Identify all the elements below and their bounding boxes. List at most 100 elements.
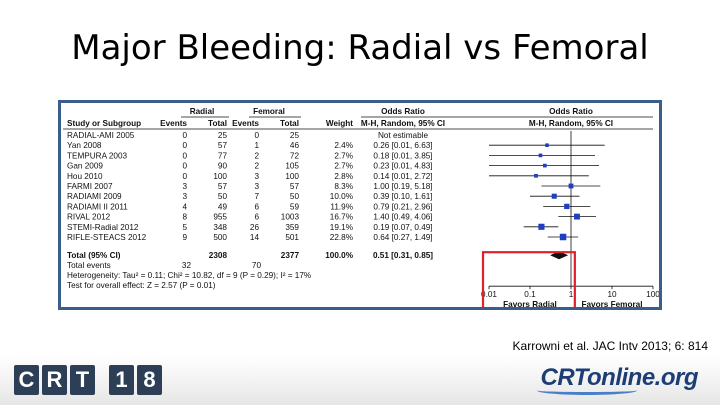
femoral-events: 1 <box>254 141 259 150</box>
study-name: RADIAL-AMI 2005 <box>67 131 135 140</box>
col-header-radial-events: Events <box>160 119 187 128</box>
study-ci: 0.23 [0.01, 4.83] <box>373 162 432 171</box>
overall-effect-text: Test for overall effect: Z = 2.57 (P = 0… <box>67 281 216 290</box>
col-header-femoral-total: Total <box>280 119 299 128</box>
femoral-events: 2 <box>254 162 259 171</box>
total-ci: 0.51 [0.31, 0.85] <box>373 251 433 260</box>
radial-events: 8 <box>182 213 187 222</box>
x-axis-tick-label: 0.1 <box>524 290 536 299</box>
study-ci: 0.14 [0.01, 2.72] <box>373 172 432 181</box>
study-name: FARMI 2007 <box>67 182 113 191</box>
study-ci: 0.19 [0.07, 0.49] <box>373 223 432 232</box>
total-radial: 2308 <box>209 251 228 260</box>
study-name: Gan 2009 <box>67 162 103 171</box>
femoral-events: 6 <box>254 202 259 211</box>
study-weight: 2.4% <box>334 141 353 150</box>
study-ci: 0.39 [0.10, 1.61] <box>373 192 432 201</box>
study-square <box>568 183 574 189</box>
femoral-events: 3 <box>254 182 259 191</box>
slide-title: Major Bleeding: Radial vs Femoral <box>71 28 649 68</box>
citation: Karrowni et al. JAC Intv 2013; 6: 814 <box>512 339 708 353</box>
study-weight: 2.7% <box>334 151 353 160</box>
study-ci: 0.18 [0.01, 3.85] <box>373 151 432 160</box>
femoral-events: 3 <box>254 172 259 181</box>
study-weight: 16.7% <box>330 213 353 222</box>
study-name: STEMI-Radial 2012 <box>67 223 139 232</box>
study-weight: 10.0% <box>330 192 353 201</box>
col-header-femoral-events: Events <box>232 119 259 128</box>
study-square <box>545 143 549 147</box>
radial-total: 955 <box>213 213 227 222</box>
femoral-events: 0 <box>254 131 259 140</box>
femoral-total: 72 <box>290 151 300 160</box>
femoral-total: 59 <box>290 202 300 211</box>
femoral-total: 57 <box>290 182 300 191</box>
total-label: Total (95% CI) <box>67 251 121 260</box>
radial-total: 25 <box>218 131 228 140</box>
study-name: RIFLE-STEACS 2012 <box>67 233 147 242</box>
total-femoral: 2377 <box>281 251 300 260</box>
study-weight: 2.7% <box>334 162 353 171</box>
radial-events: 3 <box>182 192 187 201</box>
femoral-events: 26 <box>250 223 260 232</box>
header-odds-ratio-plot: Odds Ratio <box>549 107 593 116</box>
study-name: RADIAMI 2009 <box>67 192 122 201</box>
total-events-label: Total events <box>67 261 111 270</box>
radial-total: 57 <box>218 141 228 150</box>
highlight-box <box>481 251 576 307</box>
femoral-total: 50 <box>290 192 300 201</box>
x-axis-tick-label: 100 <box>646 290 659 299</box>
radial-total: 77 <box>218 151 228 160</box>
col-header-ci: M-H, Random, 95% CI <box>361 119 445 128</box>
x-axis-tick-label: 10 <box>607 290 617 299</box>
study-square <box>574 213 580 220</box>
radial-events: 3 <box>182 182 187 191</box>
study-ci: 0.26 [0.01, 6.63] <box>373 141 432 150</box>
study-square <box>538 153 543 158</box>
study-ci: 0.64 [0.27, 1.49] <box>373 233 432 242</box>
study-name: TEMPURA 2003 <box>67 151 128 160</box>
col-header-study: Study or Subgroup <box>67 119 141 128</box>
study-ci: 1.00 [0.19, 5.18] <box>373 182 432 191</box>
study-name: Yan 2008 <box>67 141 102 150</box>
femoral-total: 100 <box>285 172 299 181</box>
study-name: RADIAMI II 2011 <box>67 202 128 211</box>
x-axis-tick-label: 1 <box>569 290 574 299</box>
radial-total: 500 <box>213 233 227 242</box>
crtonline-logo: CRTonline.org <box>536 364 698 395</box>
radial-events: 0 <box>182 141 187 150</box>
study-name: Hou 2010 <box>67 172 103 181</box>
col-header-ci-plot: M-H, Random, 95% CI <box>529 119 613 128</box>
study-square <box>538 223 545 230</box>
femoral-total: 25 <box>290 131 300 140</box>
radial-total: 57 <box>218 182 228 191</box>
header-femoral: Femoral <box>253 107 285 116</box>
header-radial: Radial <box>190 107 215 116</box>
femoral-events: 2 <box>254 151 259 160</box>
study-weight: 22.8% <box>330 233 353 242</box>
femoral-events: 14 <box>250 233 260 242</box>
total-weight: 100.0% <box>325 251 353 260</box>
radial-total: 50 <box>218 192 228 201</box>
radial-events: 5 <box>182 223 187 232</box>
femoral-total: 1003 <box>281 213 300 222</box>
radial-events: 0 <box>182 162 187 171</box>
study-weight: 2.8% <box>334 172 353 181</box>
radial-events: 9 <box>182 233 187 242</box>
femoral-events: 6 <box>254 213 259 222</box>
study-weight: 8.3% <box>334 182 353 191</box>
total-events-radial: 32 <box>182 261 192 270</box>
study-square <box>534 173 538 178</box>
study-square <box>551 193 557 199</box>
x-axis-tick-label: 0.01 <box>481 290 497 299</box>
radial-events: 0 <box>182 172 187 181</box>
crt18-logo: C R T 1 8 <box>14 365 162 395</box>
radial-events: 0 <box>182 151 187 160</box>
femoral-total: 105 <box>285 162 299 171</box>
forest-plot: Radial Femoral Odds Ratio Odds Ratio Study o… <box>63 107 659 307</box>
study-square <box>542 163 547 168</box>
radial-total: 49 <box>218 202 228 211</box>
study-ci: Not estimable <box>378 131 429 140</box>
radial-events: 4 <box>182 202 187 211</box>
forest-plot-frame: Radial Femoral Odds Ratio Odds Ratio Study o… <box>58 100 662 310</box>
